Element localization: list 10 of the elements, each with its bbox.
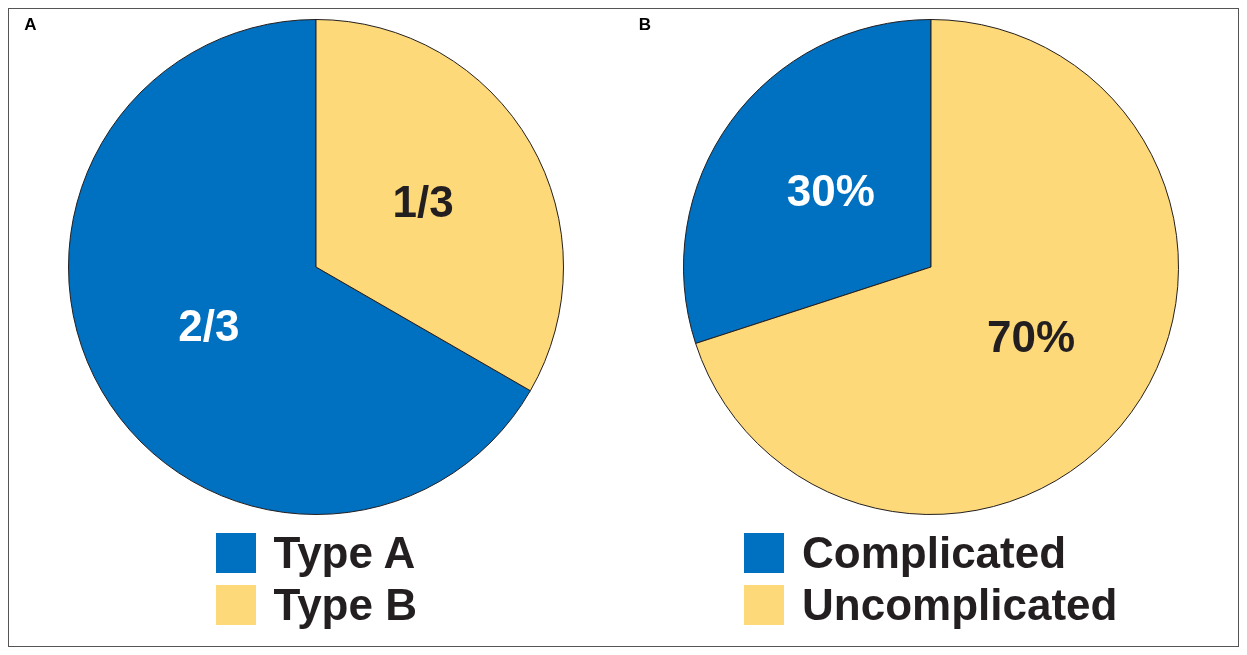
data-label: 30% <box>786 166 875 216</box>
data-label: 70% <box>986 311 1075 361</box>
data-label: 2/3 <box>178 301 240 351</box>
legend-label: Type A <box>273 528 416 578</box>
data-label: 1/3 <box>392 177 454 227</box>
legend-label: Uncomplicated <box>802 580 1118 630</box>
legend-label: Type B <box>273 580 417 630</box>
legend-label: Complicated <box>802 528 1067 578</box>
chart-title: B <box>638 15 652 35</box>
chart-title: A <box>24 15 37 35</box>
